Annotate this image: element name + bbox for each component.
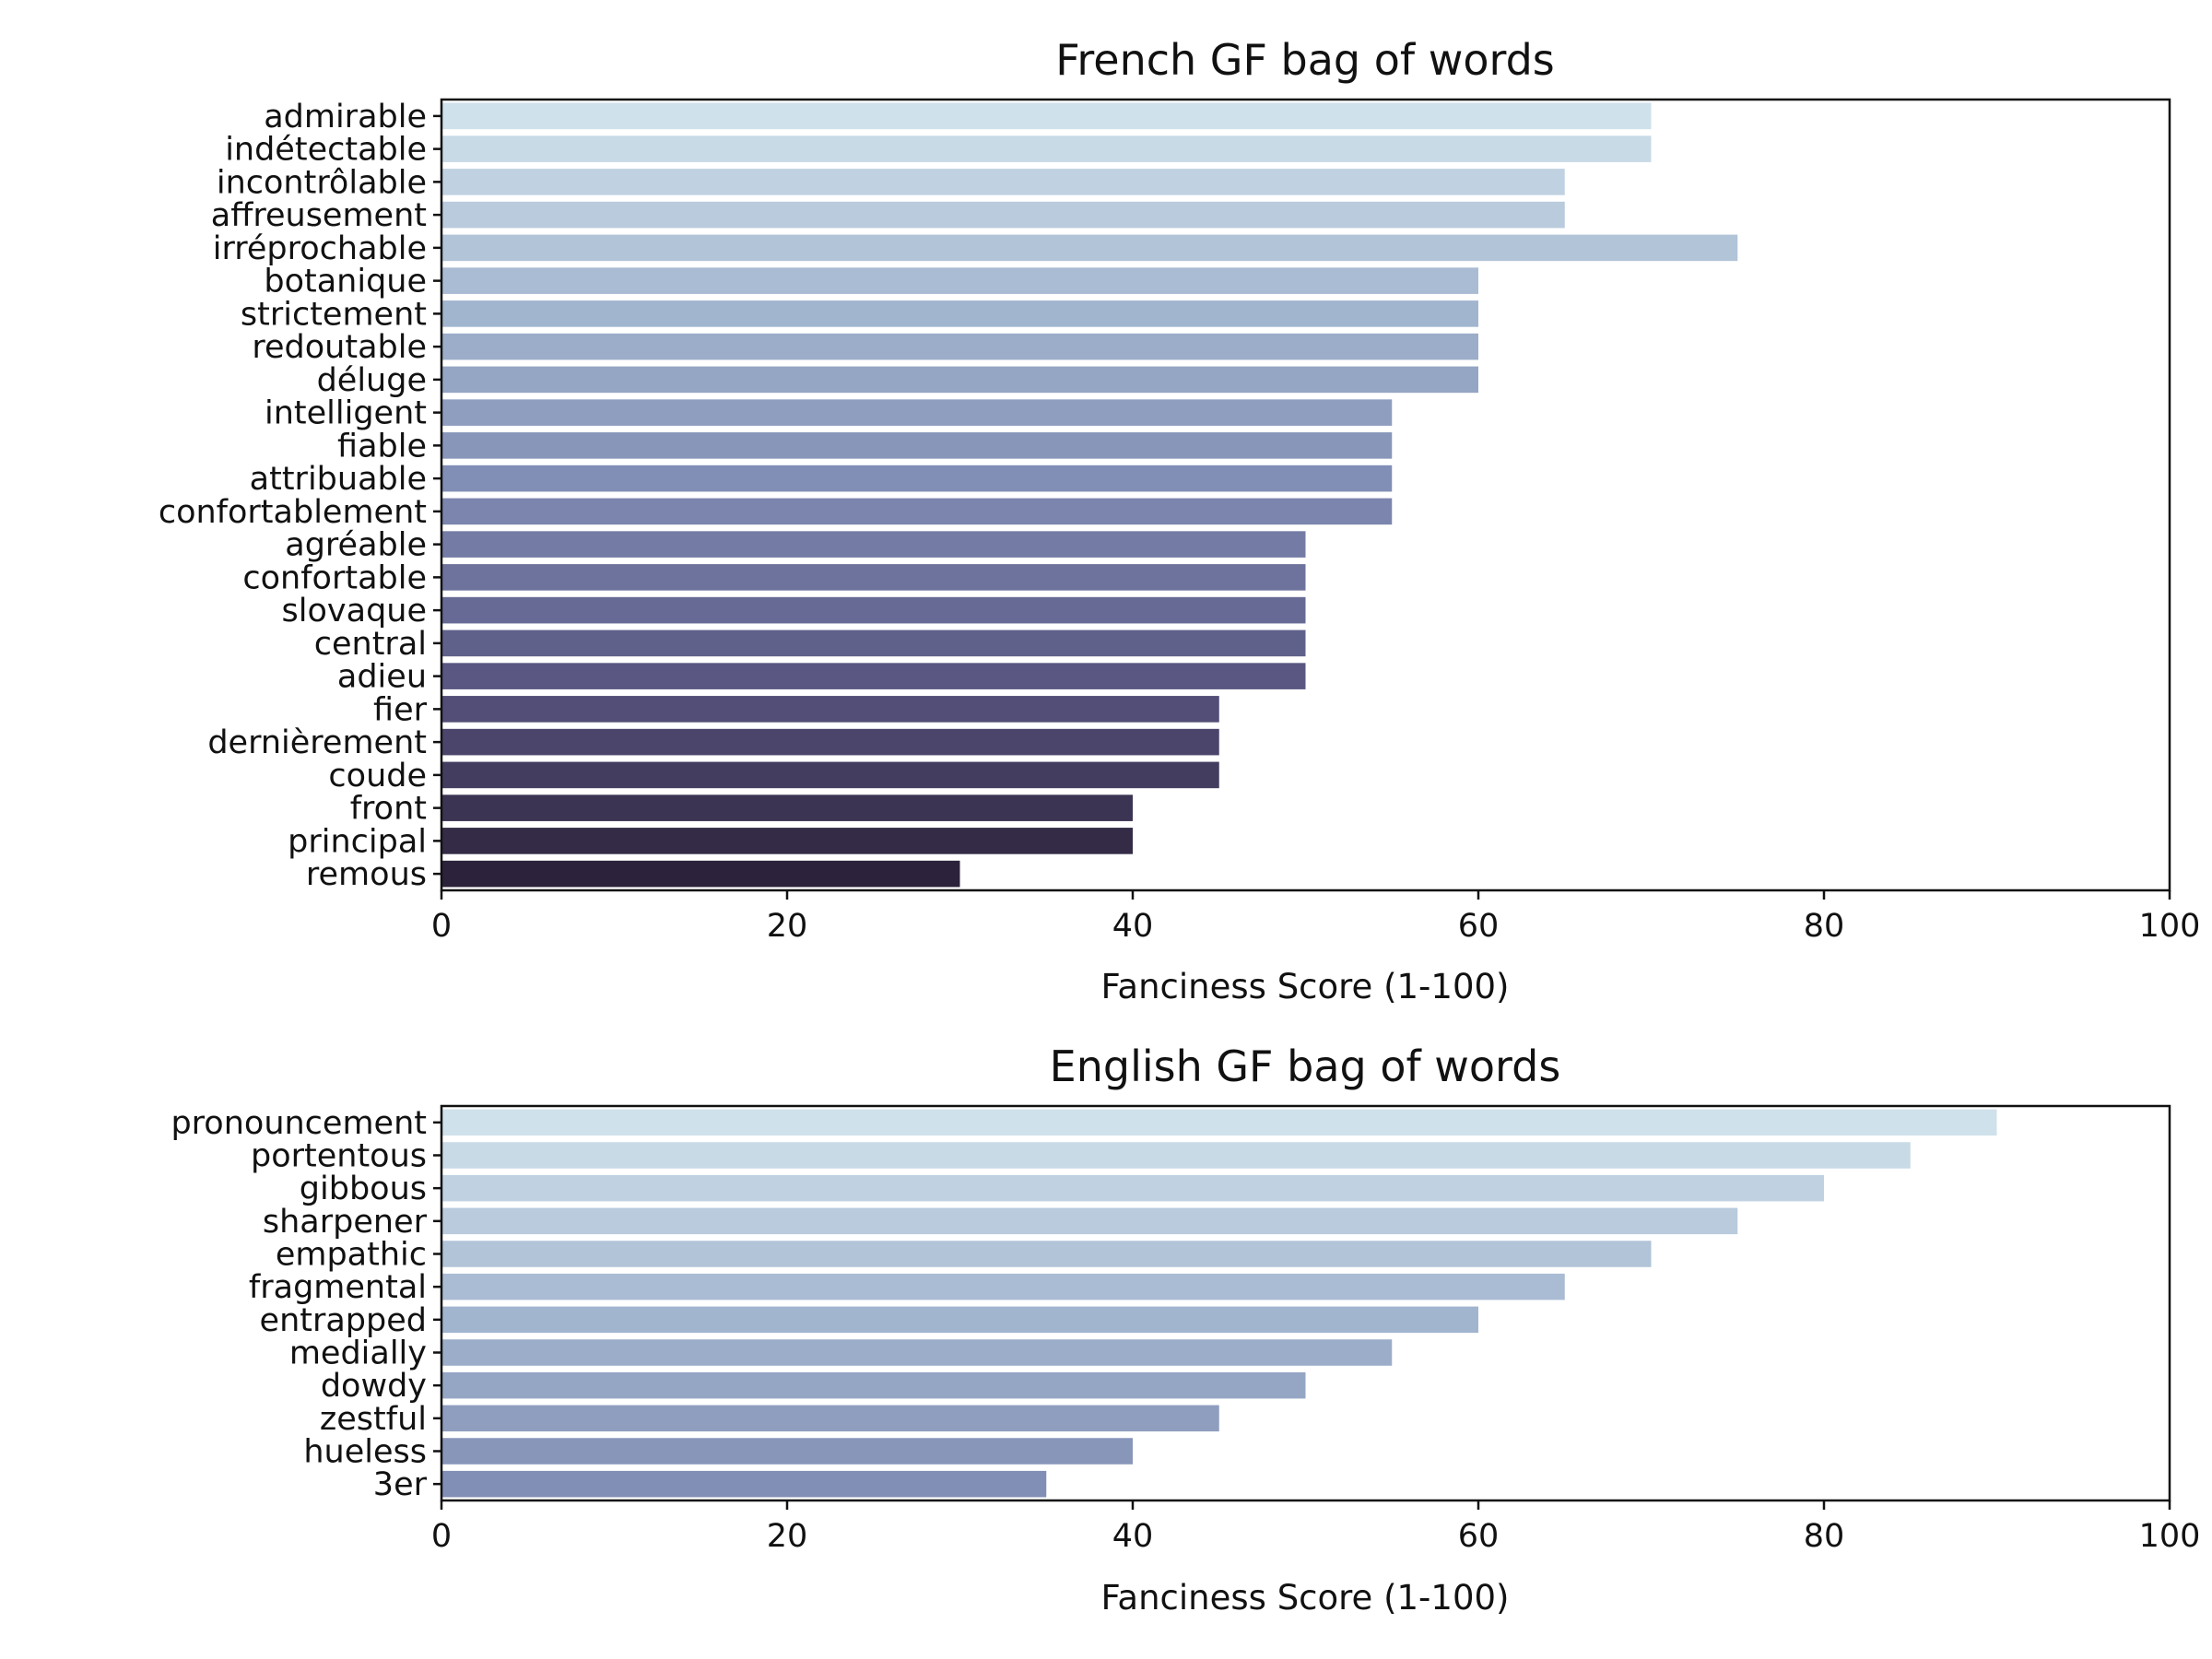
category-label: dernièrement [207, 724, 427, 761]
bar [441, 629, 1306, 657]
category-label: front [350, 791, 427, 828]
bar [441, 761, 1219, 789]
bar [441, 1142, 1911, 1169]
x-axis-label: Fanciness Score (1-100) [1101, 1578, 1510, 1618]
category-label: irréprochable [213, 230, 427, 267]
x-tick-label: 20 [767, 908, 808, 945]
bar [441, 366, 1478, 394]
category-label: indétectable [225, 132, 427, 169]
category-label: redoutable [252, 329, 427, 366]
bar-group [441, 102, 1738, 888]
category-label: hueless [303, 1434, 427, 1471]
x-axis-label: Fanciness Score (1-100) [1101, 967, 1510, 1006]
category-labels: pronouncementportentousgibboussharpenere… [171, 1105, 441, 1503]
bar [441, 531, 1306, 558]
category-label: déluge [317, 362, 427, 399]
x-axis-ticks: 0 20 40 60 80 100 [431, 890, 2201, 945]
x-axis-ticks: 0 20 40 60 80 100 [431, 1500, 2201, 1555]
bar [441, 1207, 1738, 1235]
category-label: slovaque [282, 593, 427, 629]
chart-title: English GF bag of words [1050, 1041, 1561, 1091]
x-tick-label: 60 [1458, 908, 1500, 945]
bar [441, 432, 1393, 459]
bar [441, 399, 1393, 426]
category-label: empathic [276, 1237, 427, 1274]
x-tick-label: 80 [1804, 1518, 1845, 1555]
x-tick-label: 80 [1804, 908, 1845, 945]
bar [441, 1306, 1478, 1334]
category-label: coude [328, 758, 427, 794]
category-label: central [314, 626, 427, 663]
bar [441, 1371, 1306, 1399]
category-label: principal [288, 823, 427, 860]
bar [441, 663, 1306, 689]
bar [441, 1339, 1393, 1366]
category-label: strictement [241, 296, 427, 333]
category-label: fiable [337, 428, 427, 465]
category-label: portentous [251, 1138, 427, 1175]
category-label: attribuable [250, 461, 427, 498]
category-label: agréable [285, 527, 427, 564]
bar [441, 267, 1478, 294]
chart-title: French GF bag of words [1055, 35, 1554, 85]
category-label: affreusement [211, 197, 427, 234]
bar [441, 564, 1306, 591]
category-label: adieu [337, 659, 427, 696]
chart-english: English GF bag of words pronouncementpor… [171, 1041, 2200, 1618]
category-label: pronouncement [171, 1105, 427, 1142]
bar [441, 728, 1219, 756]
category-label: medially [289, 1335, 427, 1372]
bar [441, 135, 1652, 162]
bar-group [441, 1109, 1997, 1498]
category-label: incontrôlable [217, 164, 427, 201]
category-label: zestful [320, 1401, 427, 1438]
bar [441, 234, 1738, 262]
x-tick-label: 100 [2139, 908, 2201, 945]
plot-frame [440, 98, 2171, 892]
chart-french: French GF bag of words admirableindétect… [159, 35, 2201, 1006]
category-labels: admirableindétectableincontrôlableaffreu… [159, 99, 441, 893]
bar [441, 1109, 1997, 1136]
bar [441, 201, 1565, 229]
category-label: entrapped [260, 1302, 427, 1339]
bar [441, 1174, 1824, 1202]
plot-frame [440, 1104, 2171, 1502]
bar [441, 300, 1478, 327]
bar [441, 794, 1133, 821]
bar [441, 465, 1393, 492]
x-tick-label: 60 [1458, 1518, 1500, 1555]
bar [441, 1273, 1565, 1300]
bar [441, 596, 1306, 624]
category-label: admirable [264, 99, 427, 135]
bar [441, 102, 1652, 130]
x-tick-label: 0 [431, 908, 452, 945]
x-tick-label: 40 [1112, 1518, 1154, 1555]
bar [441, 1470, 1047, 1498]
bar [441, 696, 1219, 723]
bar [441, 169, 1565, 195]
bar [441, 498, 1393, 525]
bar [441, 860, 960, 888]
category-label: fier [373, 691, 428, 728]
bar [441, 333, 1478, 360]
category-label: intelligent [265, 395, 427, 432]
category-label: botanique [264, 264, 427, 300]
category-label: gibbous [300, 1171, 427, 1207]
category-label: 3er [373, 1466, 428, 1503]
x-tick-label: 20 [767, 1518, 808, 1555]
category-label: remous [306, 856, 427, 893]
category-label: fragmental [249, 1269, 427, 1306]
bar [441, 1405, 1219, 1432]
x-tick-label: 40 [1112, 908, 1154, 945]
x-tick-label: 0 [431, 1518, 452, 1555]
category-label: dowdy [321, 1368, 427, 1405]
bar [441, 1438, 1133, 1465]
bar [441, 1241, 1652, 1267]
bar [441, 828, 1133, 854]
category-label: sharpener [263, 1204, 428, 1241]
category-label: confortable [242, 559, 427, 596]
x-tick-label: 100 [2139, 1518, 2201, 1555]
category-label: confortablement [159, 494, 427, 531]
